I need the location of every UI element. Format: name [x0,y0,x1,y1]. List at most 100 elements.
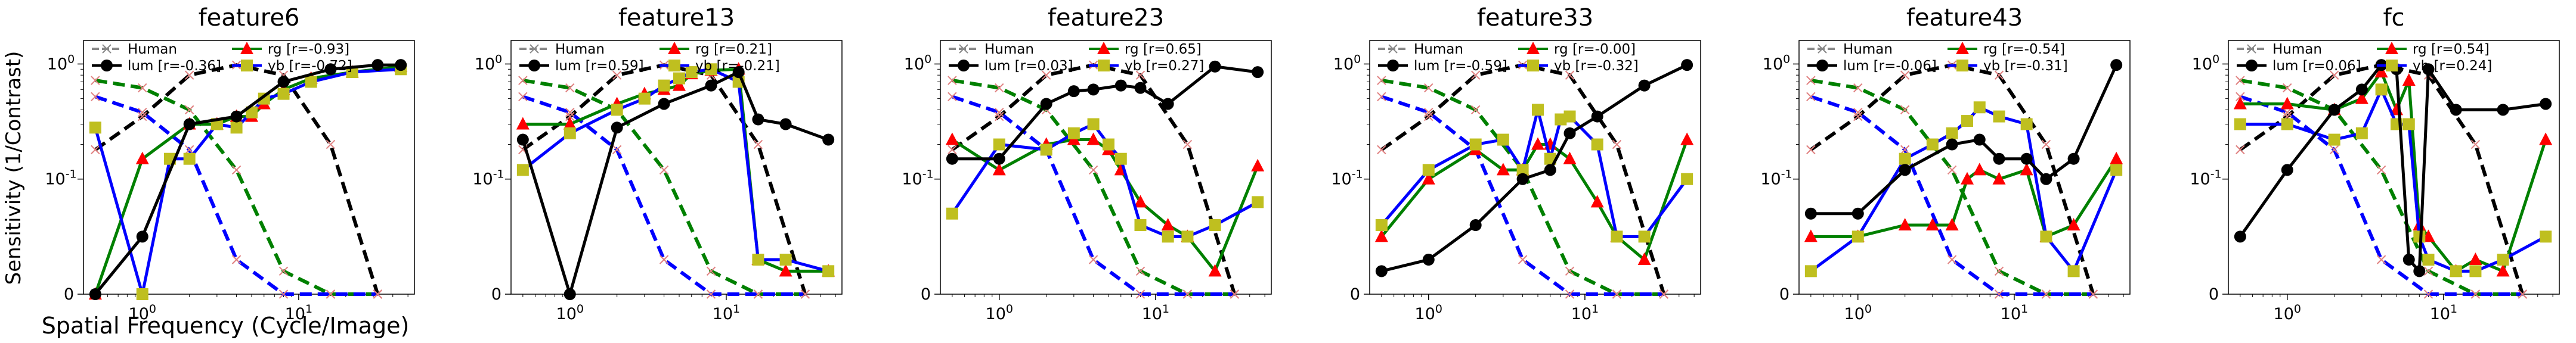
y-tick-label: 10-1 [1331,168,1363,189]
human-point [1853,107,1863,117]
lum-point [2497,104,2509,116]
y-tick-label: 0 [1350,285,1360,304]
human-point [231,255,242,264]
yb-point [1114,152,1127,165]
yb-point [1209,219,1221,232]
lum-point [732,66,745,79]
yb-point [1181,230,1194,243]
panel-title: feature43 [1906,4,2023,32]
legend-marker [2246,60,2258,71]
human-point [1565,266,1575,276]
human-point [1377,76,1386,85]
lum-point [1209,60,1221,73]
yb-point [2422,254,2435,266]
y-tick-label: 100 [1763,52,1790,73]
rg-point [2539,132,2553,145]
yb-point [1102,138,1114,151]
human-point [184,145,194,155]
human-point [184,105,194,115]
legend-label: Human [1414,42,1463,57]
lum-point [2402,254,2415,266]
legend-label: lum [r=0.06] [2272,58,2361,74]
human-point [753,289,763,299]
figure-xlabel: Spatial Frequency (Cycle/Image) [42,313,410,339]
human-point [231,165,242,175]
human-point [948,92,957,102]
human-point [1853,111,1863,121]
yb-point [2450,265,2462,277]
lum-point [822,133,835,146]
yb-point [1852,230,1864,243]
yb-point [564,127,576,139]
lum-point [1067,85,1080,98]
lum-point [779,118,792,130]
legend-marker [530,44,539,54]
yb-point [1469,138,1482,151]
legend-label: lum [r=-0.06] [1843,58,1937,74]
human-point [1806,145,1816,155]
yb-point [993,138,1005,151]
yb-point [1563,110,1576,123]
lum-point [371,59,384,71]
human-point [995,111,1004,121]
legend-marker [668,42,681,54]
legend-marker [102,44,112,54]
rg-point [1945,218,1959,231]
human-point [1612,289,1622,299]
lum-point [1162,98,1174,110]
yb-point [673,72,685,85]
yb-point [245,106,258,119]
lum-point [1114,79,1127,92]
lum-point [2110,59,2123,71]
human-point [565,111,575,121]
rg-point [1086,132,1100,145]
rg-point [1992,172,2006,185]
rg-point [2110,151,2123,164]
yb-point [516,164,529,176]
lum-point [752,113,764,126]
lum-point [658,98,670,110]
human-point [1994,289,2004,299]
figure-ylabel: Sensitivity (1/Contrast) [2,51,26,285]
legend-marker [240,42,253,54]
human-point [1088,255,1098,264]
human-point [2283,107,2292,117]
rg-point [2469,252,2482,266]
legend-label: rg [r=0.65] [1125,42,1202,57]
legend-marker [958,60,970,71]
rg-point [1898,218,1912,231]
rg-point [2374,65,2388,78]
human-point [948,145,957,155]
series-lum [94,63,401,295]
rg-point [1208,264,1222,277]
y-tick-label: 10-1 [902,168,933,189]
yb-point [1961,115,1973,127]
yb-point [183,152,196,165]
yb-point [2110,164,2123,176]
human-point [1659,289,1669,299]
human-point [1424,83,1433,93]
human-point [1900,105,1910,115]
human-point [2041,289,2051,299]
yb-point [1555,113,1567,126]
lum-point [1681,59,1693,71]
human-point [184,70,194,80]
lum-point [2355,83,2368,96]
axes-frame [510,40,843,295]
legend-label: lum [r=-0.59] [1414,58,1507,74]
yb-point [1946,127,1958,139]
rg-point [779,264,792,277]
yb-point [1611,230,1623,243]
human-point [753,139,763,149]
legend-label: rg [r=-0.00] [1554,42,1636,57]
legend-label: Human [128,42,177,57]
human-point [1182,139,1193,149]
human-point [706,266,716,276]
x-tick-label: 101 [713,303,740,323]
human-point [1135,289,1145,299]
panel-title: feature23 [1048,4,1164,32]
legend-marker [101,60,113,71]
